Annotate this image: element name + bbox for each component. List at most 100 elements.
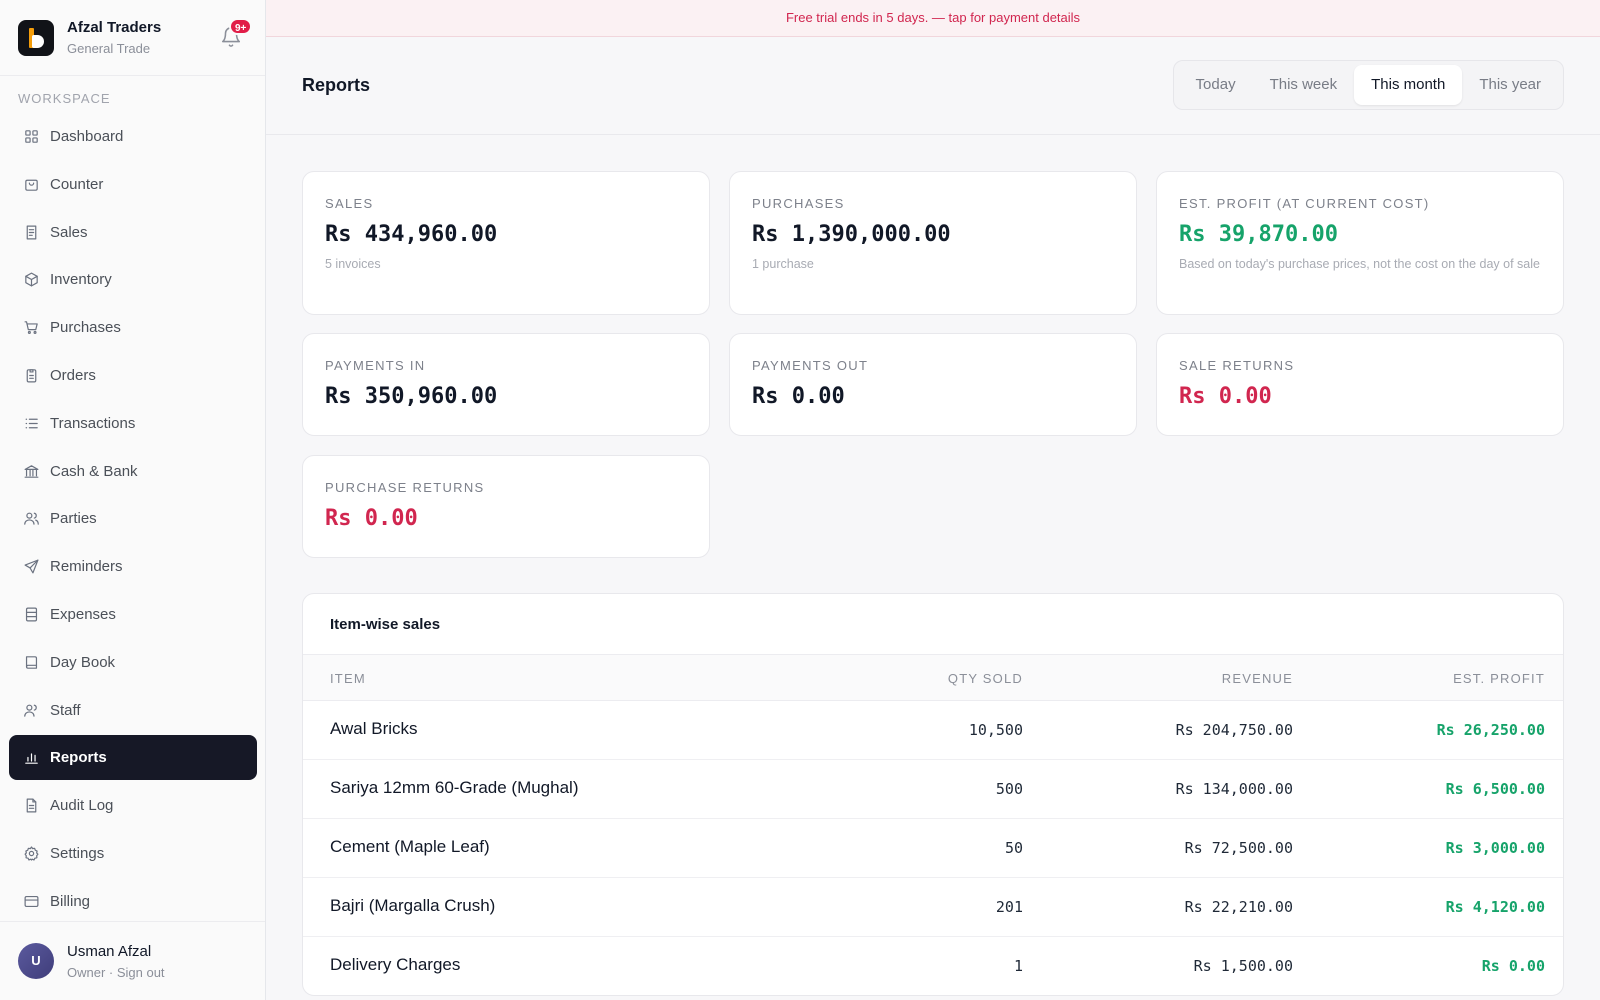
stat-subtext: Based on today's purchase prices, not th… bbox=[1179, 257, 1540, 271]
range-this-week[interactable]: This week bbox=[1269, 76, 1338, 93]
sidebar-item-dashboard[interactable]: Dashboard bbox=[9, 114, 257, 159]
sidebar-item-staff[interactable]: Staff bbox=[9, 688, 257, 733]
cell-profit: Rs 3,000.00 bbox=[1445, 839, 1545, 857]
sidebar-item-day-book[interactable]: Day Book bbox=[9, 640, 257, 685]
cell-profit: Rs 4,120.00 bbox=[1445, 898, 1545, 916]
bar-chart-icon bbox=[22, 749, 40, 767]
cell-qty: 50 bbox=[1004, 839, 1023, 857]
stat-label: PURCHASES bbox=[752, 196, 845, 211]
sidebar-item-parties[interactable]: Parties bbox=[9, 496, 257, 541]
range-this-month[interactable]: This month bbox=[1354, 65, 1463, 105]
sidebar-item-transactions[interactable]: Transactions bbox=[9, 401, 257, 446]
column-header-est-profit: EST. PROFIT bbox=[1453, 671, 1545, 686]
credit-card-icon bbox=[22, 892, 40, 910]
box-icon bbox=[22, 271, 40, 289]
notification-badge: 9+ bbox=[229, 18, 253, 35]
stat-value: Rs 0.00 bbox=[325, 506, 418, 531]
table-row: Awal Bricks 10,500 Rs 204,750.00 Rs 26,2… bbox=[303, 701, 1563, 760]
cell-revenue: Rs 22,210.00 bbox=[1184, 898, 1293, 916]
item-wise-sales-table: Item-wise sales ITEM QTY SOLD REVENUE ES… bbox=[302, 593, 1564, 996]
file-text-icon bbox=[22, 797, 40, 815]
sidebar-item-label: Day Book bbox=[50, 653, 116, 671]
stat-value: Rs 434,960.00 bbox=[325, 222, 498, 247]
stat-label: EST. PROFIT (AT CURRENT COST) bbox=[1179, 196, 1430, 211]
sidebar-item-label: Inventory bbox=[50, 271, 112, 289]
page-header: Reports Today This week This month This … bbox=[266, 37, 1600, 135]
bag-icon bbox=[22, 175, 40, 193]
sidebar-item-expenses[interactable]: Expenses bbox=[9, 592, 257, 637]
grid-icon bbox=[22, 128, 40, 146]
bank-icon bbox=[22, 462, 40, 480]
cell-item: Sariya 12mm 60-Grade (Mughal) bbox=[330, 778, 579, 797]
cell-revenue: Rs 72,500.00 bbox=[1184, 839, 1293, 857]
stat-card-est-profit: EST. PROFIT (AT CURRENT COST) Rs 39,870.… bbox=[1156, 171, 1564, 315]
sidebar-item-audit-log[interactable]: Audit Log bbox=[9, 783, 257, 828]
sidebar-item-label: Parties bbox=[50, 510, 97, 528]
sidebar-item-settings[interactable]: Settings bbox=[9, 831, 257, 876]
gear-icon bbox=[22, 844, 40, 862]
stat-value: Rs 39,870.00 bbox=[1179, 222, 1338, 247]
cell-qty: 10,500 bbox=[968, 721, 1023, 739]
stat-card-payments-in: PAYMENTS IN Rs 350,960.00 bbox=[302, 333, 710, 436]
stat-value: Rs 350,960.00 bbox=[325, 384, 498, 409]
stat-value: Rs 0.00 bbox=[752, 384, 845, 409]
sidebar-item-label: Cash & Bank bbox=[50, 462, 138, 480]
sidebar-item-inventory[interactable]: Inventory bbox=[9, 257, 257, 302]
sidebar-item-label: Orders bbox=[50, 366, 96, 384]
cell-item: Bajri (Margalla Crush) bbox=[330, 896, 496, 915]
cell-item: Awal Bricks bbox=[330, 719, 418, 738]
trial-banner[interactable]: Free trial ends in 5 days. — tap for pay… bbox=[266, 0, 1600, 37]
table-row: Delivery Charges 1 Rs 1,500.00 Rs 0.00 bbox=[303, 937, 1563, 995]
cell-profit: Rs 26,250.00 bbox=[1436, 721, 1545, 739]
sidebar-nav: Dashboard Counter Sales Inventory Purcha… bbox=[9, 114, 257, 927]
sidebar-item-label: Reminders bbox=[50, 558, 123, 576]
stat-label: PAYMENTS OUT bbox=[752, 358, 869, 373]
staff-icon bbox=[22, 701, 40, 719]
business-type: General Trade bbox=[67, 41, 151, 56]
sidebar-item-orders[interactable]: Orders bbox=[9, 353, 257, 398]
column-header-qty-sold: QTY SOLD bbox=[947, 671, 1023, 686]
sidebar-item-sales[interactable]: Sales bbox=[9, 210, 257, 255]
sidebar-item-purchases[interactable]: Purchases bbox=[9, 305, 257, 350]
range-this-year[interactable]: This year bbox=[1479, 76, 1541, 93]
user-role-sign-out[interactable]: Owner · Sign out bbox=[67, 965, 165, 980]
column-header-revenue: REVENUE bbox=[1221, 671, 1293, 686]
user-name: Usman Afzal bbox=[67, 943, 152, 960]
sidebar-item-reports[interactable]: Reports bbox=[9, 735, 257, 781]
sidebar-item-label: Counter bbox=[50, 175, 104, 193]
table-title: Item-wise sales bbox=[330, 616, 441, 633]
sidebar-item-label: Dashboard bbox=[50, 128, 124, 145]
stat-card-purchase-returns: PURCHASE RETURNS Rs 0.00 bbox=[302, 455, 710, 558]
users-icon bbox=[22, 510, 40, 528]
cell-revenue: Rs 134,000.00 bbox=[1175, 780, 1293, 798]
user-profile[interactable]: U Usman Afzal Owner · Sign out bbox=[0, 921, 265, 1000]
stat-card-payments-out: PAYMENTS OUT Rs 0.00 bbox=[729, 333, 1137, 436]
table-header: ITEM QTY SOLD REVENUE EST. PROFIT bbox=[303, 654, 1563, 701]
stat-label: SALE RETURNS bbox=[1179, 358, 1295, 373]
sidebar-item-counter[interactable]: Counter bbox=[9, 162, 257, 207]
sidebar: Afzal Traders General Trade 9+ WORKSPACE… bbox=[0, 0, 266, 1000]
sidebar-item-label: Billing bbox=[50, 892, 91, 910]
receipt-icon bbox=[22, 223, 40, 241]
stat-label: PAYMENTS IN bbox=[325, 358, 426, 373]
sidebar-item-reminders[interactable]: Reminders bbox=[9, 544, 257, 589]
sidebar-item-label: Sales bbox=[50, 223, 88, 241]
cell-revenue: Rs 1,500.00 bbox=[1193, 957, 1293, 975]
stat-card-sales: SALES Rs 434,960.00 5 invoices bbox=[302, 171, 710, 315]
sidebar-item-label: Purchases bbox=[50, 319, 121, 337]
cell-qty: 1 bbox=[1013, 957, 1023, 975]
stat-card-sale-returns: SALE RETURNS Rs 0.00 bbox=[1156, 333, 1564, 436]
sidebar-item-label: Reports bbox=[50, 749, 107, 767]
cell-item: Delivery Charges bbox=[330, 955, 461, 974]
sidebar-item-cash-bank[interactable]: Cash & Bank bbox=[9, 449, 257, 494]
cell-qty: 500 bbox=[995, 780, 1023, 798]
sidebar-item-label: Settings bbox=[50, 844, 105, 862]
brand-header: Afzal Traders General Trade 9+ bbox=[0, 0, 265, 76]
stat-card-purchases: PURCHASES Rs 1,390,000.00 1 purchase bbox=[729, 171, 1137, 315]
sidebar-item-billing[interactable]: Billing bbox=[9, 879, 257, 924]
workspace-section-label: WORKSPACE bbox=[18, 91, 111, 106]
list-icon bbox=[22, 414, 40, 432]
cell-profit: Rs 6,500.00 bbox=[1445, 780, 1545, 798]
avatar: U bbox=[18, 943, 54, 979]
range-today[interactable]: Today bbox=[1195, 76, 1236, 93]
